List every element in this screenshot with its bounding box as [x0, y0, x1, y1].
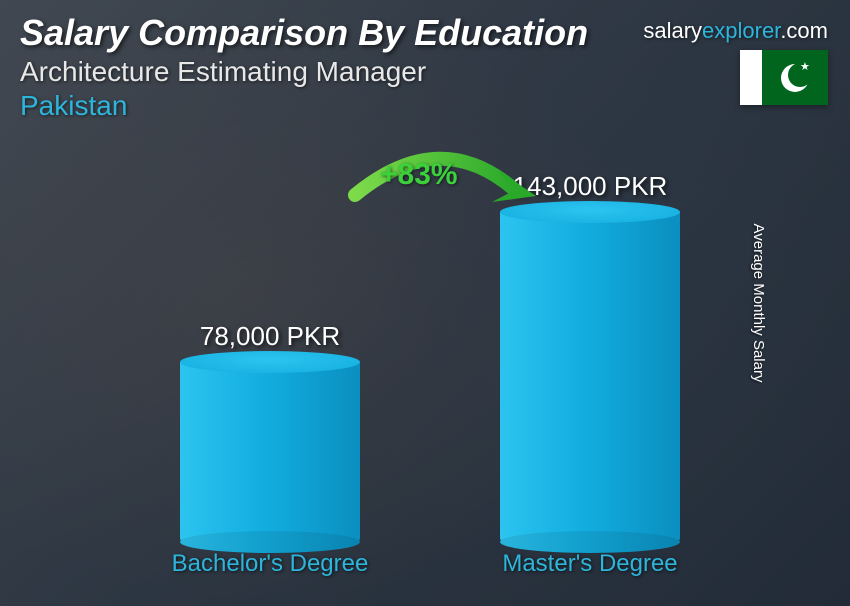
- bar-value-label: 78,000 PKR: [200, 321, 340, 352]
- country-flag-icon: ★: [740, 50, 828, 105]
- job-title: Architecture Estimating Manager: [20, 56, 830, 88]
- bar-masters: [500, 212, 680, 542]
- x-label-bachelors: Bachelor's Degree: [145, 550, 395, 578]
- bar-front-face: [500, 212, 680, 542]
- y-axis-label: Average Monthly Salary: [750, 224, 767, 383]
- bar-group-bachelors: 78,000 PKR: [145, 321, 395, 542]
- x-label-masters: Master's Degree: [465, 550, 715, 578]
- bars-container: 78,000 PKR 143,000 PKR: [110, 182, 750, 542]
- bar-front-face: [180, 362, 360, 542]
- increase-percentage: +83%: [380, 158, 458, 192]
- brand-mid: explorer: [702, 18, 780, 43]
- bar-top-face: [180, 351, 360, 373]
- infographic-container: Salary Comparison By Education Architect…: [0, 0, 850, 606]
- brand-logo: salaryexplorer.com: [643, 18, 828, 44]
- bar-bachelors: [180, 362, 360, 542]
- x-axis-labels: Bachelor's Degree Master's Degree: [110, 550, 750, 578]
- brand-prefix: salary: [643, 18, 702, 43]
- country-name: Pakistan: [20, 90, 830, 122]
- flag-field: ★: [762, 50, 828, 105]
- flag-stripe: [740, 50, 762, 105]
- star-icon: ★: [800, 60, 810, 73]
- brand-suffix: .com: [780, 18, 828, 43]
